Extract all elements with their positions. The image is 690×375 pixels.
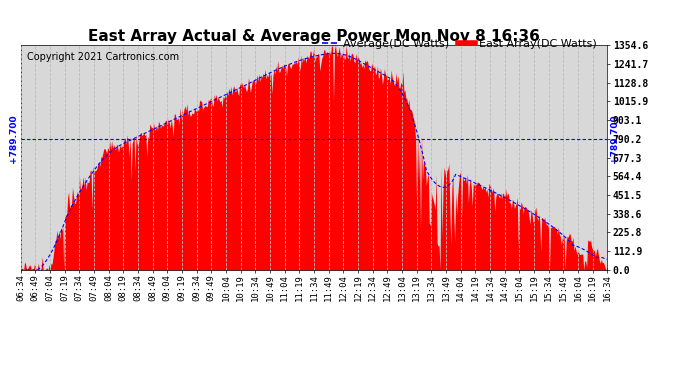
Text: +789.700: +789.700 (610, 114, 619, 163)
Text: Copyright 2021 Cartronics.com: Copyright 2021 Cartronics.com (26, 52, 179, 62)
Title: East Array Actual & Average Power Mon Nov 8 16:36: East Array Actual & Average Power Mon No… (88, 29, 540, 44)
Text: +789.700: +789.700 (9, 114, 18, 163)
Legend: Average(DC Watts), East Array(DC Watts): Average(DC Watts), East Array(DC Watts) (318, 35, 602, 54)
